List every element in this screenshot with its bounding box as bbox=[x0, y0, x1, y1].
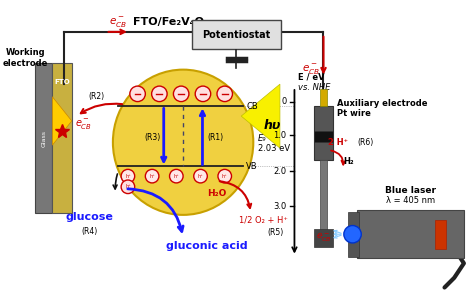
Text: VB: VB bbox=[246, 162, 258, 171]
FancyBboxPatch shape bbox=[192, 20, 281, 49]
Polygon shape bbox=[53, 97, 72, 145]
Text: $e^-_{CB}$: $e^-_{CB}$ bbox=[75, 117, 92, 131]
Text: 1/2 O₂ + H⁺: 1/2 O₂ + H⁺ bbox=[239, 216, 288, 225]
Text: FTO/Fe₂V₄O₁₃: FTO/Fe₂V₄O₁₃ bbox=[133, 17, 214, 27]
Bar bbox=[357, 210, 464, 258]
Bar bbox=[53, 63, 72, 213]
Text: 2.0: 2.0 bbox=[273, 167, 287, 176]
Circle shape bbox=[218, 169, 231, 183]
Circle shape bbox=[152, 86, 167, 102]
Text: h⁺: h⁺ bbox=[198, 174, 203, 178]
Text: H₂O: H₂O bbox=[207, 188, 227, 197]
Circle shape bbox=[121, 180, 135, 194]
Bar bbox=[319, 89, 328, 106]
Circle shape bbox=[217, 86, 232, 102]
Text: h⁺: h⁺ bbox=[125, 184, 131, 189]
Text: vs. NHE: vs. NHE bbox=[298, 82, 331, 91]
Text: gluconic acid: gluconic acid bbox=[166, 241, 248, 251]
Text: h⁺: h⁺ bbox=[173, 174, 179, 178]
Text: (R3): (R3) bbox=[145, 133, 161, 142]
Text: 1.0: 1.0 bbox=[273, 131, 287, 140]
Circle shape bbox=[170, 169, 183, 183]
Text: (R1): (R1) bbox=[207, 133, 223, 142]
Text: H₂: H₂ bbox=[343, 157, 354, 166]
Text: (R5): (R5) bbox=[267, 228, 283, 237]
Circle shape bbox=[146, 169, 159, 183]
Text: Potentiostat: Potentiostat bbox=[202, 30, 271, 40]
Circle shape bbox=[173, 86, 189, 102]
Bar bbox=[314, 106, 333, 160]
Circle shape bbox=[194, 169, 207, 183]
Text: Blue laser: Blue laser bbox=[385, 186, 436, 195]
Circle shape bbox=[195, 86, 211, 102]
Text: FTO: FTO bbox=[54, 79, 70, 85]
Bar bbox=[319, 160, 328, 232]
Text: E / eV: E / eV bbox=[298, 73, 325, 82]
Ellipse shape bbox=[113, 70, 253, 215]
Text: Auxiliary electrode: Auxiliary electrode bbox=[337, 99, 428, 108]
Text: h⁺: h⁺ bbox=[149, 174, 155, 178]
Circle shape bbox=[130, 86, 146, 102]
Text: 0: 0 bbox=[282, 97, 287, 106]
Bar bbox=[314, 130, 333, 142]
Text: $e^-_{CB}$: $e^-_{CB}$ bbox=[302, 61, 320, 76]
Text: (R6): (R6) bbox=[357, 138, 374, 147]
Text: Glass: Glass bbox=[41, 130, 46, 147]
Bar bbox=[314, 230, 333, 247]
Bar bbox=[348, 212, 359, 256]
Text: E₉: E₉ bbox=[258, 134, 266, 143]
Text: λ = 405 nm: λ = 405 nm bbox=[386, 196, 435, 205]
Text: $e^-_{CB}$: $e^-_{CB}$ bbox=[109, 15, 127, 29]
Text: CB: CB bbox=[246, 102, 258, 111]
Text: (R2): (R2) bbox=[88, 92, 104, 101]
Text: $e^-_{CB}$: $e^-_{CB}$ bbox=[316, 232, 332, 244]
Bar bbox=[435, 220, 447, 249]
Text: hυ: hυ bbox=[264, 119, 281, 132]
Bar bbox=[35, 63, 53, 213]
Text: h⁺: h⁺ bbox=[222, 174, 228, 178]
Text: Pt wire: Pt wire bbox=[337, 109, 371, 118]
Text: 2 H⁺: 2 H⁺ bbox=[328, 138, 348, 147]
Text: 2.03 eV: 2.03 eV bbox=[258, 144, 290, 153]
Polygon shape bbox=[241, 84, 280, 148]
Circle shape bbox=[344, 226, 361, 243]
Text: 3.0: 3.0 bbox=[273, 202, 287, 211]
Circle shape bbox=[121, 169, 135, 183]
Text: h⁺: h⁺ bbox=[125, 174, 131, 178]
Text: glucose: glucose bbox=[65, 212, 113, 222]
Text: Working
electrode: Working electrode bbox=[2, 48, 48, 68]
Text: (R4): (R4) bbox=[81, 227, 97, 236]
